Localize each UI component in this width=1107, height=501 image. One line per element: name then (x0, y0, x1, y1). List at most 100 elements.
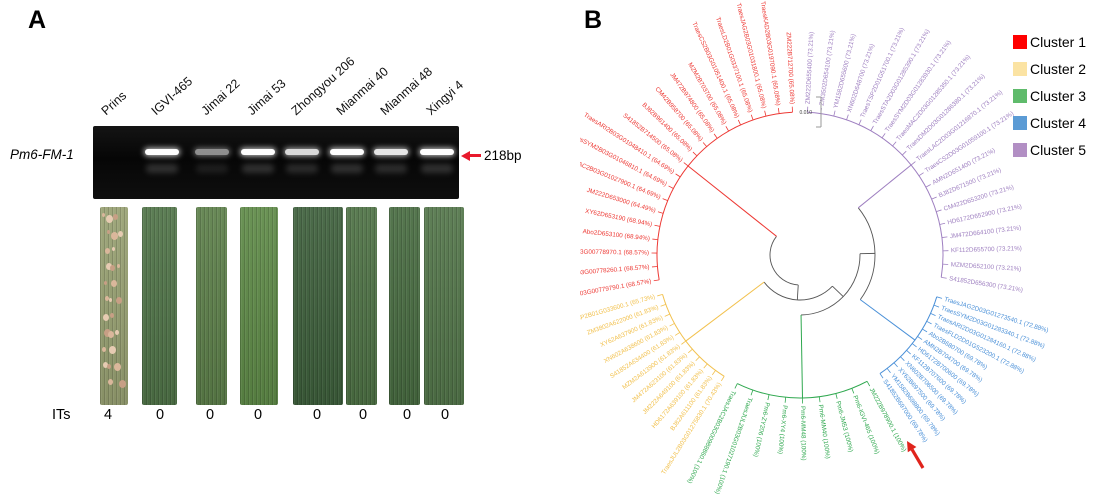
tree-branch-line (703, 363, 708, 369)
mildew-spot (107, 364, 111, 369)
gene-label: Pm6-FM-1 (10, 147, 74, 162)
tree-leaf-label: Abo2D653100 (68.94%) (582, 228, 650, 242)
cluster-legend: Cluster 1 Cluster 2 Cluster 3 Cluster 4 Clus… (1013, 28, 1086, 163)
gel-smear (421, 164, 453, 173)
tree-leaf-label: MZM2D652100 (73.21%) (950, 261, 1021, 273)
tree-branch-line (737, 119, 741, 126)
tree-branch-line (941, 236, 948, 238)
tree-branch-line (846, 114, 849, 120)
gel-image (93, 126, 459, 199)
gel-smear (242, 164, 274, 173)
tree-branch-line (657, 294, 663, 297)
tree-branch-line (687, 165, 777, 237)
tree-branch-line (835, 393, 838, 399)
its-score: 0 (312, 407, 322, 423)
tree-branch-line (936, 209, 942, 212)
mildew-spot (102, 213, 105, 217)
mildew-spot (110, 265, 115, 271)
lane-label: Xingyi 4 (423, 77, 467, 118)
mildew-spot (117, 264, 120, 268)
gel-band (374, 149, 408, 155)
tree-branch-arc (801, 253, 861, 316)
gel-smear (331, 164, 363, 173)
tree-branch-line (652, 238, 658, 241)
tree-branch-line (858, 119, 862, 125)
its-score: 0 (253, 407, 263, 423)
tree-leaf-label: ZM3502D654100 (73.21%) (819, 30, 837, 106)
tree-branch-line (859, 299, 916, 341)
phylogenetic-tree: ZM222D655400 (73.21%) ZM3502D654100 (73.2… (580, 1, 1049, 495)
tree-branch-line (886, 368, 891, 373)
tree-branch-line (681, 340, 687, 345)
lane-label: Prins (98, 88, 130, 118)
legend-row: Cluster 2 (1013, 55, 1086, 82)
leaf-image-infected (100, 207, 128, 405)
gel-band (195, 149, 229, 155)
tree-leaf-label: KF112D655700 (73.21%) (951, 245, 1022, 254)
mildew-spot (119, 380, 126, 388)
mildew-spot (105, 296, 109, 301)
tree-branch-line (777, 108, 780, 114)
mildew-spot (106, 263, 112, 270)
tree-leaf-label: ZM222B712700 (65.08%) (785, 32, 796, 104)
its-row-label: ITs (52, 407, 71, 423)
its-score: 0 (205, 407, 215, 423)
tree-branch-line (881, 133, 886, 139)
tree-leaf-label: JM472D664100 (73.21%) (949, 225, 1021, 241)
tree-leaf-label: XY62D653190 (68.94%) (584, 208, 652, 229)
legend-swatch-icon (1013, 34, 1027, 49)
tree-branch-line (866, 381, 871, 387)
mildew-spot (111, 232, 118, 240)
tree-branch-line (664, 313, 670, 317)
legend-row: Cluster 3 (1013, 82, 1086, 109)
mildew-spot (105, 248, 110, 254)
tree-branch-line (660, 304, 666, 307)
tree-branch-line (818, 396, 821, 403)
gel-band (145, 149, 179, 155)
tree-leaf-label: Pm6-JM53 (100%) (834, 400, 854, 453)
leaf-image-healthy (389, 207, 420, 405)
gel-smear (196, 164, 228, 173)
tree-leaf-label: TraesMAC2A03G00778970.1 (68.57%) (580, 248, 649, 256)
tree-branch-line (857, 164, 912, 209)
tree-branch-line (654, 224, 660, 227)
tree-branch-line (685, 281, 765, 342)
tree-leaf-label: Pm6-MM48 (100%) (799, 406, 807, 461)
tree-branch-line (702, 142, 708, 147)
tree-branch-line (926, 320, 932, 325)
tree-branch-line (657, 211, 664, 214)
mildew-spot (109, 298, 112, 302)
tree-branch-line (784, 397, 787, 403)
tree-branch-line (692, 151, 698, 157)
tree-branch-line (713, 133, 718, 139)
mildew-spot (104, 281, 107, 285)
gel-band (285, 149, 319, 155)
tree-leaf-label: Pm6-ZY206 (100%) (752, 402, 771, 458)
legend-label: Cluster 1 (1030, 33, 1087, 50)
legend-swatch-icon (1013, 115, 1027, 130)
gel-band (241, 149, 275, 155)
tree-branch-line (833, 110, 836, 117)
tree-branch-line (764, 110, 767, 117)
tree-branch-line (688, 348, 693, 354)
tree-branch-line (870, 125, 874, 131)
mildew-spot (113, 214, 118, 220)
tree-branch-line (939, 222, 946, 225)
its-score: 0 (402, 407, 412, 423)
tree-branch-arc (763, 281, 833, 301)
its-score: 0 (155, 407, 165, 423)
its-score: 4 (103, 407, 113, 423)
tree-leaf-label: TraesSTA2A03G00778260.1 (68.57%) (580, 264, 650, 280)
legend-row: Cluster 1 (1013, 28, 1086, 55)
tree-branch-line (674, 332, 681, 336)
scale-bar-bracket (816, 96, 822, 128)
tree-branch-line (675, 173, 681, 178)
mildew-spot (110, 313, 114, 318)
mildew-spot (111, 280, 117, 287)
tree-branch-line (893, 362, 898, 368)
legend-label: Cluster 2 (1030, 60, 1087, 77)
legend-row: Cluster 4 (1013, 109, 1086, 136)
legend-label: Cluster 4 (1030, 114, 1087, 131)
tree-branch-line (653, 279, 660, 282)
lane-label: Jimai 53 (244, 76, 289, 118)
